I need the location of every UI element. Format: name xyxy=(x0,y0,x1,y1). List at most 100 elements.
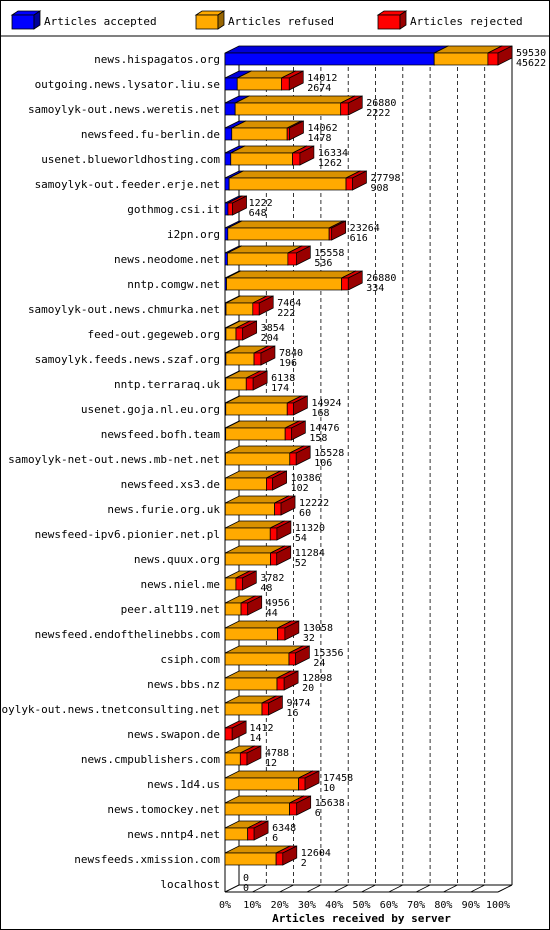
category-label: newsfeed.endofthelinebbs.com xyxy=(35,628,221,641)
bar-side xyxy=(295,245,311,266)
bar-rejected xyxy=(269,520,292,541)
bar-front xyxy=(281,77,290,91)
bar-front xyxy=(225,377,247,391)
bar-side xyxy=(295,645,310,666)
category-label: nntp.terraraq.uk xyxy=(114,378,220,391)
bar-front xyxy=(340,102,349,116)
bar-row xyxy=(224,120,304,141)
value-accepted: 54 xyxy=(295,533,307,544)
bar-side xyxy=(253,820,269,841)
bar-front xyxy=(252,302,260,316)
floor-gridline xyxy=(470,884,485,893)
bar-front xyxy=(224,527,271,541)
bar-rejected xyxy=(261,695,283,716)
bar-side xyxy=(242,320,258,341)
bar-row xyxy=(224,645,310,666)
bar-front xyxy=(224,727,233,741)
value-total: 12222 xyxy=(299,498,329,509)
category-label: news.swapon.de xyxy=(127,728,220,741)
legend-swatch-accepted xyxy=(11,14,35,30)
value-accepted: 196 xyxy=(279,358,297,369)
bar-front xyxy=(224,752,241,766)
bar-front xyxy=(224,152,232,166)
bar-front xyxy=(224,852,277,866)
bar-front xyxy=(224,827,249,841)
category-label: feed-out.gegeweb.org xyxy=(88,328,220,341)
value-accepted: 20 xyxy=(302,683,314,694)
category-label: news.cmpublishers.com xyxy=(81,753,220,766)
bar-row xyxy=(224,420,306,441)
bar-rejected xyxy=(275,845,298,866)
bar-rejected xyxy=(281,70,304,91)
bar-top xyxy=(224,45,449,54)
value-total: 26880 xyxy=(366,98,396,109)
bar-rejected xyxy=(266,470,287,491)
bar-front xyxy=(284,427,292,441)
bar-side xyxy=(295,445,311,466)
bar-accepted xyxy=(224,45,449,66)
bar-row xyxy=(224,620,300,641)
category-label: samoylyk-out.feeder.erje.net xyxy=(35,178,220,191)
category-label: news.tomockey.net xyxy=(107,803,220,816)
value-total: 1222 xyxy=(249,198,273,209)
value-accepted: 12 xyxy=(265,758,277,769)
bar-front xyxy=(433,52,489,66)
bar-side xyxy=(258,295,274,316)
bar-side xyxy=(293,395,308,416)
bar-row xyxy=(224,545,292,566)
floor-gridline xyxy=(361,884,376,893)
bar-refused xyxy=(433,45,503,66)
bar-front xyxy=(225,427,286,441)
value-total: 6348 xyxy=(272,823,296,834)
category-label: i2pn.org xyxy=(167,228,220,241)
bar-front xyxy=(227,227,330,241)
bar-front xyxy=(224,702,263,716)
bar-front xyxy=(276,677,285,691)
floor-gridline xyxy=(388,884,403,893)
legend-swatch-side xyxy=(217,10,225,30)
floor-gridline xyxy=(279,884,294,893)
value-total: 16334 xyxy=(318,148,348,159)
value-total: 3854 xyxy=(261,323,285,334)
value-accepted: 0 xyxy=(243,883,249,894)
bar-row xyxy=(224,670,299,691)
value-accepted: 168 xyxy=(311,408,329,419)
bar-front xyxy=(224,227,229,241)
category-label: news.bbs.nz xyxy=(147,678,220,691)
bar-front xyxy=(225,477,267,491)
value-total: 4956 xyxy=(266,598,290,609)
value-accepted: 334 xyxy=(366,283,384,294)
bar-front xyxy=(289,802,298,816)
value-accepted: 204 xyxy=(261,333,279,344)
bar-rejected xyxy=(287,245,311,266)
bar-rejected xyxy=(487,45,513,66)
category-label: usenet.goja.nl.eu.org xyxy=(81,403,220,416)
bar-side xyxy=(289,120,304,141)
bar-top xyxy=(226,270,356,279)
bar-front xyxy=(224,627,278,641)
bar-front xyxy=(228,177,347,191)
bar-front xyxy=(288,652,296,666)
category-label: news.hispagatos.org xyxy=(94,53,220,66)
bar-row xyxy=(224,845,298,866)
bar-row xyxy=(224,520,292,541)
floor-gridline xyxy=(306,884,322,893)
value-accepted: 102 xyxy=(291,483,309,494)
bar-side xyxy=(347,95,363,116)
bar-refused xyxy=(226,270,356,291)
value-total: 6138 xyxy=(271,373,295,384)
bar-rejected xyxy=(276,670,299,691)
bar-front xyxy=(224,177,230,191)
bar-rejected xyxy=(345,170,367,191)
bar-front xyxy=(235,327,244,341)
value-accepted: 174 xyxy=(271,383,289,394)
value-accepted: 2674 xyxy=(307,83,331,94)
x-tick-label: 10% xyxy=(243,900,261,911)
bar-refused xyxy=(225,395,302,416)
value-accepted: 32 xyxy=(303,633,315,644)
bar-front xyxy=(225,352,255,366)
bar-side xyxy=(296,795,312,816)
value-total: 15638 xyxy=(315,798,345,809)
value-total: 14062 xyxy=(307,123,337,134)
bar-front xyxy=(224,127,233,141)
